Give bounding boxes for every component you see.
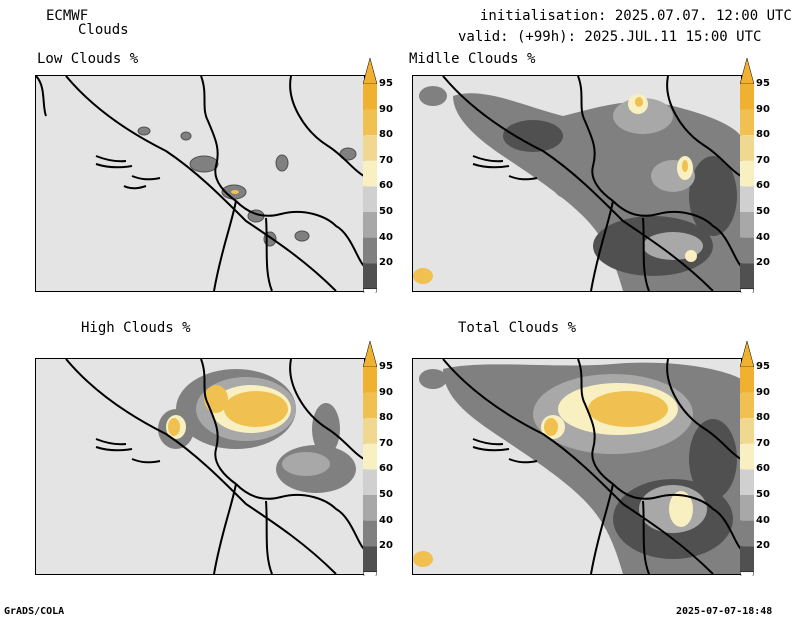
initialisation-label: initialisation: 2025.07.07. 12:00 UTC <box>480 8 792 24</box>
colorbar-graphic <box>740 341 754 576</box>
colorbar-segment <box>740 212 754 238</box>
colorbar-segment <box>363 263 377 289</box>
colorbar-tick-label: 20 <box>379 257 393 269</box>
total-clouds-map <box>412 358 742 575</box>
colorbar-middle: 95 90 80 70 60 50 40 20 <box>740 58 790 293</box>
colorbar-segment <box>740 546 754 572</box>
colorbar-tick-label: 90 <box>379 386 393 398</box>
colorbar-tick-label: 80 <box>379 412 393 424</box>
colorbar-total: 95 90 80 70 60 50 40 20 <box>740 341 790 576</box>
colorbar-segment <box>740 186 754 212</box>
colorbar-segment <box>363 135 377 161</box>
colorbar-tick-label: 50 <box>756 489 770 500</box>
colorbar-segment <box>740 443 754 470</box>
colorbar-tick-label: 60 <box>379 180 393 192</box>
colorbar-over-arrow <box>363 341 377 368</box>
colorbar-graphic <box>363 341 377 576</box>
colorbar-tick-label: 60 <box>379 463 393 475</box>
colorbar-tick-label: 60 <box>756 180 770 192</box>
colorbar-segment <box>363 186 377 212</box>
model-label: ECMWF <box>46 8 89 24</box>
colorbar-tick-label: 40 <box>756 231 770 243</box>
colorbar-segment <box>740 495 754 521</box>
colorbar-tick-label: 95 <box>379 78 393 89</box>
colorbar-tick-label: 95 <box>379 361 393 372</box>
colorbar-segment <box>363 392 377 419</box>
colorbar-over-arrow <box>740 58 754 85</box>
colorbar-segment <box>740 135 754 161</box>
total-clouds-title: Total Clouds % <box>458 320 577 336</box>
middle-clouds-map <box>412 75 742 292</box>
colorbar-tick-label: 80 <box>756 129 770 141</box>
colorbar-segment <box>740 84 754 110</box>
colorbar-segment <box>740 469 754 495</box>
colorbar-tick-label: 40 <box>756 514 770 526</box>
colorbar-over-arrow <box>740 341 754 368</box>
colorbar-tick-label: 90 <box>379 103 393 115</box>
colorbar-segment <box>363 443 377 470</box>
colorbar-segment <box>740 367 754 393</box>
colorbar-under-arrow <box>363 571 377 576</box>
colorbar-segment <box>740 392 754 419</box>
colorbar-tick-label: 40 <box>379 231 393 243</box>
colorbar-segment <box>363 109 377 136</box>
low-clouds-map <box>35 75 365 292</box>
colorbar-tick-label: 90 <box>756 103 770 115</box>
colorbar-under-arrow <box>740 571 754 576</box>
colorbar-tick-label: 95 <box>756 361 770 372</box>
colorbar-tick-label: 60 <box>756 463 770 475</box>
high-clouds-map <box>35 358 365 575</box>
colorbar-tick-label: 50 <box>379 206 393 217</box>
colorbar-segment <box>363 84 377 110</box>
colorbar-under-arrow <box>363 288 377 293</box>
colorbar-segment <box>363 160 377 187</box>
colorbar-segment <box>740 418 754 444</box>
colorbar-graphic <box>363 58 377 293</box>
colorbar-tick-label: 20 <box>379 540 393 552</box>
colorbar-high: 95 90 80 70 60 50 40 20 <box>363 341 413 576</box>
colorbar-over-arrow <box>363 58 377 85</box>
colorbar-segment <box>363 495 377 521</box>
colorbar-segment <box>363 367 377 393</box>
colorbar-under-arrow <box>740 288 754 293</box>
colorbar-tick-label: 20 <box>756 257 770 269</box>
footer-software-label: GrADS/COLA <box>4 606 65 617</box>
colorbar-segment <box>363 237 377 264</box>
middle-clouds-title: Midlle Clouds % <box>409 51 536 67</box>
colorbar-tick-label: 70 <box>756 154 770 166</box>
valid-time-label: valid: (+99h): 2025.JUL.11 15:00 UTC <box>458 29 762 45</box>
colorbar-tick-label: 80 <box>379 129 393 141</box>
colorbar-segment <box>363 546 377 572</box>
colorbar-tick-label: 20 <box>756 540 770 552</box>
colorbar-segment <box>363 469 377 495</box>
colorbar-segment <box>363 212 377 238</box>
colorbar-segment <box>740 520 754 547</box>
colorbar-tick-label: 95 <box>756 78 770 89</box>
low-clouds-title: Low Clouds % <box>37 51 139 67</box>
colorbar-tick-label: 90 <box>756 386 770 398</box>
parameter-label: Clouds <box>78 22 129 38</box>
colorbar-graphic <box>740 58 754 293</box>
colorbar-segment <box>363 520 377 547</box>
high-clouds-title: High Clouds % <box>81 320 191 336</box>
colorbar-segment <box>740 160 754 187</box>
colorbar-tick-label: 80 <box>756 412 770 424</box>
colorbar-tick-label: 50 <box>379 489 393 500</box>
colorbar-tick-label: 70 <box>379 154 393 166</box>
colorbar-segment <box>740 109 754 136</box>
colorbar-segment <box>363 418 377 444</box>
footer-timestamp-label: 2025-07-07-18:48 <box>676 606 773 617</box>
colorbar-low: 95 90 80 70 60 50 40 20 <box>363 58 413 293</box>
colorbar-segment <box>740 237 754 264</box>
colorbar-tick-label: 70 <box>756 437 770 449</box>
colorbar-segment <box>740 263 754 289</box>
colorbar-tick-label: 50 <box>756 206 770 217</box>
colorbar-tick-label: 40 <box>379 514 393 526</box>
colorbar-tick-label: 70 <box>379 437 393 449</box>
